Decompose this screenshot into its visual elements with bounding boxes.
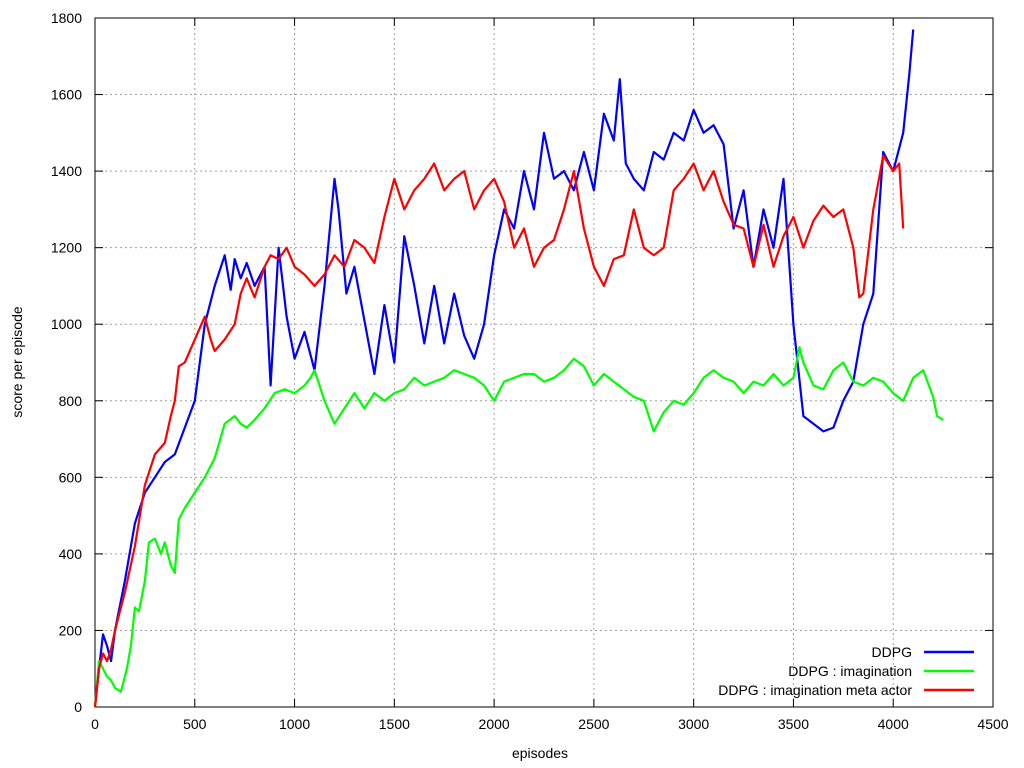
x-tick-label: 4000 — [878, 716, 909, 732]
legend-label: DDPG : imagination meta actor — [718, 682, 912, 698]
y-tick-label: 1800 — [51, 10, 82, 26]
x-tick-label: 1500 — [379, 716, 410, 732]
y-tick-label: 800 — [59, 393, 83, 409]
axis-ticks — [94, 17, 994, 708]
y-tick-label: 200 — [59, 622, 83, 638]
series-line-ddpg — [93, 29, 915, 708]
x-tick-label: 0 — [91, 716, 99, 732]
x-tick-label: 2500 — [578, 716, 609, 732]
series-lines — [93, 29, 944, 708]
y-tick-labels: 0 200 400 600 800 1000 1200 1400 1600 1800 — [51, 10, 82, 715]
legend-label: DDPG — [872, 644, 912, 660]
plot-frame — [94, 17, 994, 708]
y-tick-label: 600 — [59, 469, 83, 485]
y-tick-label: 1200 — [51, 240, 82, 256]
y-tick-label: 1400 — [51, 163, 82, 179]
x-axis-label: episodes — [512, 745, 568, 761]
y-axis-label: score per episode — [9, 306, 25, 418]
y-tick-label: 1600 — [51, 87, 82, 103]
legend: DDPG DDPG : imagination DDPG : imaginati… — [718, 644, 974, 698]
x-tick-label: 3500 — [778, 716, 809, 732]
series-line-ddpg-imagination — [93, 346, 944, 708]
y-tick-label: 1000 — [51, 316, 82, 332]
x-tick-label: 3000 — [678, 716, 709, 732]
x-tick-label: 4500 — [977, 716, 1008, 732]
x-tick-label: 1000 — [279, 716, 310, 732]
y-tick-label: 400 — [59, 546, 83, 562]
legend-entry-ddpg: DDPG — [872, 644, 974, 660]
x-tick-label: 500 — [183, 716, 207, 732]
legend-entry-ddpg-imagination-meta-actor: DDPG : imagination meta actor — [718, 682, 974, 698]
y-tick-label: 0 — [74, 699, 82, 715]
grid-lines — [95, 18, 993, 707]
legend-label: DDPG : imagination — [788, 663, 912, 679]
x-tick-label: 2000 — [479, 716, 510, 732]
series-line-ddpg-imagination-meta-actor — [93, 154, 905, 708]
legend-entry-ddpg-imagination: DDPG : imagination — [788, 663, 974, 679]
x-tick-labels: 0 500 1000 1500 2000 2500 3000 3500 4000 4500 — [91, 716, 1009, 732]
